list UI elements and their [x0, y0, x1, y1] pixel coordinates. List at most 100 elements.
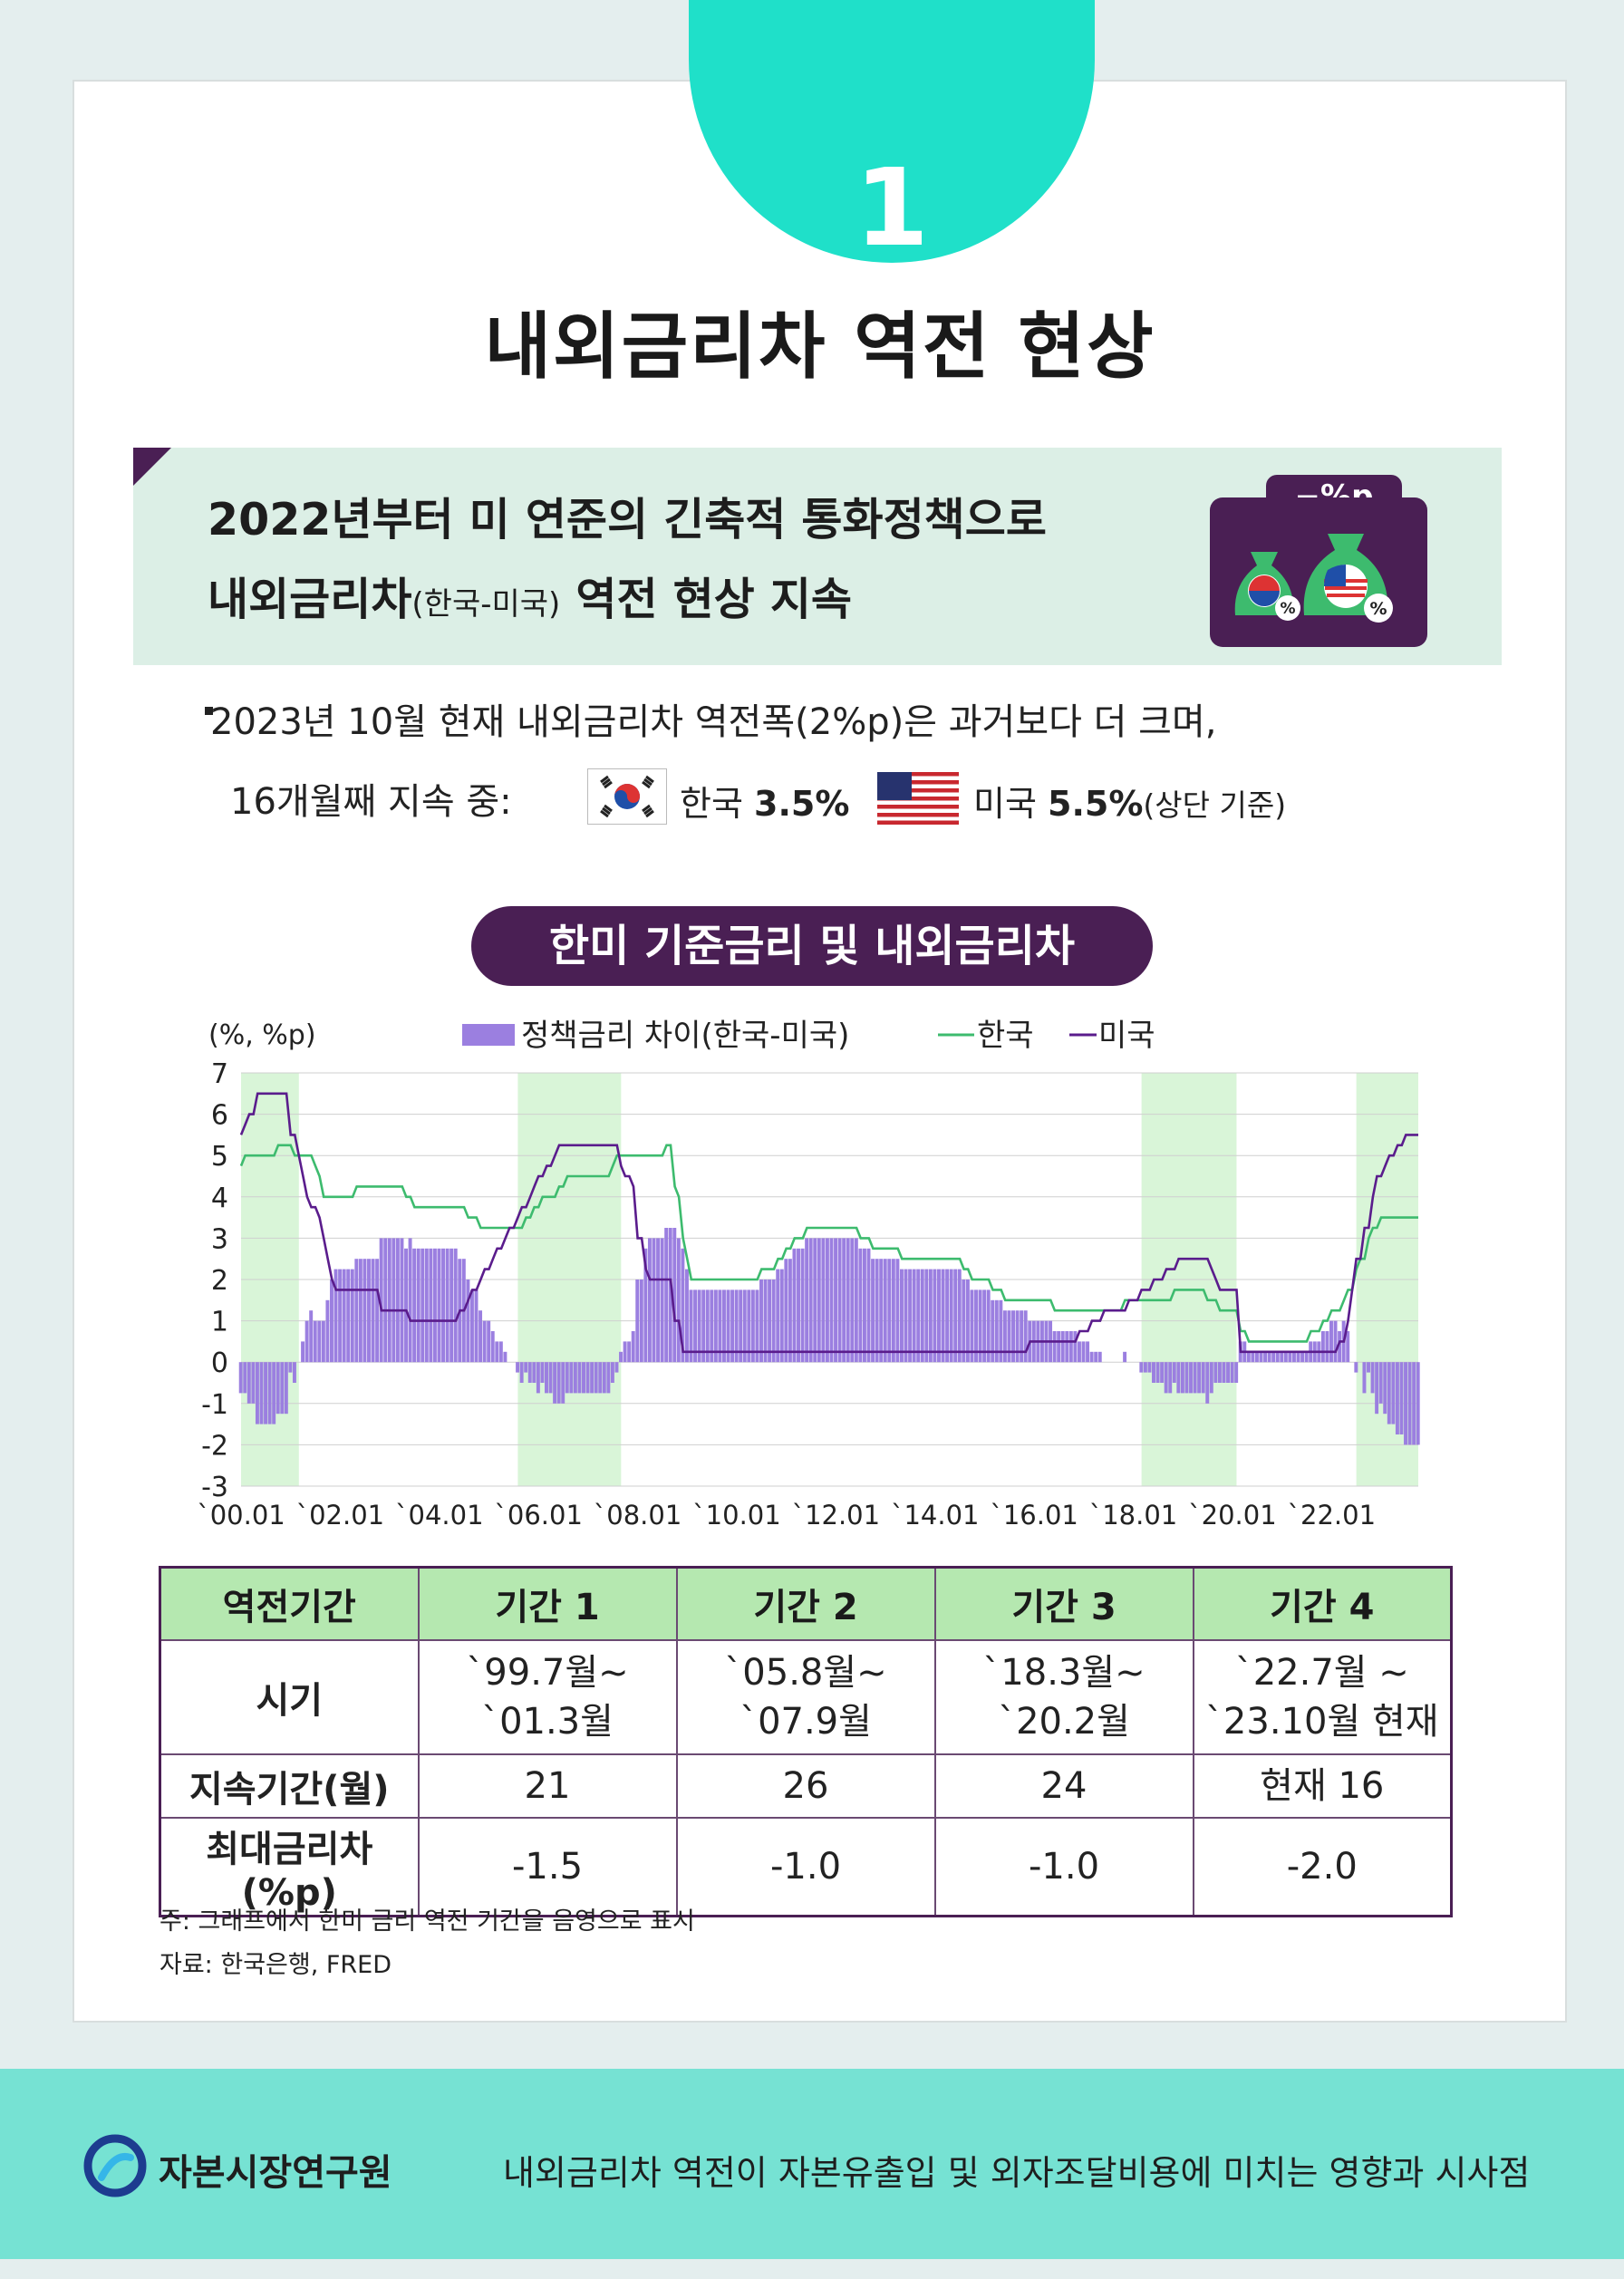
- diff-bar: [739, 1289, 743, 1363]
- footer-bar: 자본시장연구원 내외금리차 역전이 자본유출입 및 외자조달비용에 미치는 영향…: [0, 2069, 1624, 2259]
- y-tick-label: 6: [211, 1100, 228, 1132]
- diff-bar: [412, 1248, 417, 1363]
- diff-bar: [498, 1341, 503, 1363]
- bullet-line-2: 16개월째 지속 중:: [230, 781, 512, 823]
- money-bags-icon: % %: [1210, 497, 1427, 647]
- diff-bar: [610, 1362, 614, 1383]
- diff-bar: [656, 1238, 661, 1363]
- diff-bar: [1325, 1331, 1329, 1363]
- diff-bar: [693, 1289, 698, 1363]
- diff-bar: [647, 1238, 652, 1363]
- diff-bar: [573, 1362, 577, 1394]
- x-tick-label: `10.01: [692, 1500, 781, 1531]
- diff-bar: [367, 1259, 371, 1363]
- diff-bar: [1387, 1362, 1391, 1424]
- diff-bar: [1065, 1331, 1069, 1363]
- diff-bar: [776, 1269, 780, 1363]
- diff-bar: [548, 1362, 553, 1394]
- diff-bar: [858, 1248, 863, 1363]
- table-cell: 26: [675, 1753, 935, 1818]
- diff-bar: [821, 1238, 826, 1363]
- diff-bar: [1155, 1362, 1160, 1383]
- diff-bar: [797, 1248, 800, 1363]
- diff-bar: [747, 1289, 751, 1363]
- legend-swatch-diff: [462, 1024, 515, 1046]
- table-header-cell: 기간 1: [417, 1567, 677, 1640]
- diff-bar: [466, 1280, 470, 1363]
- report-title: 내외금리차 역전이 자본유출입 및 외자조달비용에 미치는 영향과 시사점: [503, 2153, 1531, 2193]
- diff-bar: [949, 1269, 953, 1363]
- diff-bar: [718, 1289, 722, 1363]
- diff-bar: [524, 1362, 528, 1373]
- diff-bar: [619, 1351, 623, 1363]
- legend-label-diff: 정책금리 차이(한국-미국): [521, 1018, 849, 1054]
- diff-bar: [734, 1289, 739, 1363]
- diff-bar: [908, 1269, 913, 1363]
- table-header-cell: 역전기간: [159, 1567, 419, 1640]
- diff-bar: [1296, 1351, 1300, 1363]
- diff-bar: [974, 1289, 978, 1363]
- diff-bar: [1052, 1331, 1057, 1363]
- diff-bar: [1263, 1351, 1268, 1363]
- diff-bar: [1176, 1362, 1181, 1394]
- table-cell: `05.8월~ `07.9월: [675, 1639, 935, 1754]
- diff-bar: [730, 1289, 735, 1363]
- diff-bar: [962, 1280, 966, 1363]
- diff-bar: [681, 1248, 685, 1363]
- diff-bar: [1123, 1351, 1127, 1363]
- diff-bar: [1060, 1331, 1065, 1363]
- diff-bar: [304, 1320, 309, 1363]
- y-unit-label: (%, %p): [208, 1019, 316, 1051]
- diff-bar: [598, 1362, 603, 1394]
- diff-bar: [445, 1248, 450, 1363]
- diff-bar: [400, 1238, 404, 1363]
- table-cell: -2.0: [1192, 1817, 1452, 1917]
- diff-bar: [784, 1259, 788, 1363]
- diff-bar: [937, 1269, 941, 1363]
- reversal-periods-table: 역전기간 기간 1 기간 2 기간 3 기간 4 시기 `99.7월~ `01.3월 `05.…: [159, 1566, 1453, 1917]
- diff-bar: [1246, 1351, 1251, 1363]
- diff-bar: [1383, 1362, 1387, 1415]
- page-title: 내외금리차 역전 현상: [484, 304, 1155, 389]
- diff-bar: [639, 1280, 643, 1363]
- diff-bar: [759, 1280, 763, 1363]
- diff-bar: [862, 1248, 866, 1363]
- diff-bar: [482, 1320, 487, 1363]
- diff-bar: [313, 1320, 317, 1363]
- diff-bar: [301, 1341, 305, 1363]
- diff-bar: [565, 1362, 569, 1394]
- x-tick-label: `04.01: [395, 1500, 484, 1531]
- diff-bar: [1234, 1362, 1239, 1383]
- diff-bar: [519, 1362, 524, 1383]
- diff-bar: [779, 1269, 784, 1363]
- diff-bar: [1367, 1362, 1370, 1373]
- diff-bar: [953, 1269, 958, 1363]
- x-tick-label: `20.01: [1188, 1500, 1277, 1531]
- diff-bar: [556, 1362, 561, 1404]
- diff-bar: [1213, 1362, 1218, 1383]
- diff-bar: [346, 1269, 351, 1363]
- diff-bar: [742, 1289, 747, 1363]
- diff-bar: [627, 1341, 632, 1363]
- diff-bar: [1280, 1351, 1284, 1363]
- banner-corner-accent: [133, 448, 171, 486]
- diff-bar: [1283, 1351, 1288, 1363]
- diff-bar: [1077, 1341, 1081, 1363]
- bullet-line-1: 2023년 10월 현재 내외금리차 역전폭(2%p)은 과거보다 더 크며,: [210, 701, 1217, 743]
- diff-bar: [871, 1259, 875, 1363]
- diff-bar: [635, 1280, 640, 1363]
- korea-flag-icon: [587, 768, 667, 825]
- chart-title: 한미 기준금리 및 내외금리차: [471, 906, 1153, 986]
- diff-bar: [392, 1238, 396, 1363]
- svg-text:%: %: [1280, 600, 1295, 618]
- x-tick-label: `18.01: [1089, 1500, 1178, 1531]
- diff-bar: [904, 1269, 908, 1363]
- svg-text:%: %: [1369, 599, 1387, 619]
- diff-bar: [623, 1341, 627, 1363]
- diff-bar: [1168, 1362, 1173, 1394]
- diff-bar: [920, 1269, 924, 1363]
- diff-bar: [879, 1259, 884, 1363]
- diff-bar: [1193, 1362, 1197, 1394]
- diff-bar: [982, 1289, 987, 1363]
- diff-bar: [387, 1238, 392, 1363]
